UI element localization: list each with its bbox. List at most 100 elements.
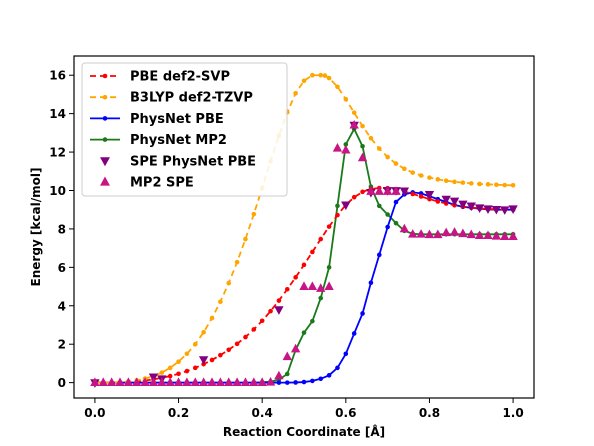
legend-marker: [100, 157, 110, 167]
data-point: [449, 227, 460, 236]
data-point: [293, 380, 298, 385]
y-tick-label: 10: [49, 184, 66, 198]
data-point: [508, 205, 518, 214]
data-point: [441, 227, 451, 237]
data-point: [376, 203, 382, 209]
legend-entry: SPE PhysNet PBE: [100, 154, 256, 169]
data-point: [399, 187, 410, 197]
data-point: [293, 90, 298, 96]
data-point: [424, 229, 435, 239]
data-point: [408, 229, 418, 238]
legend-label: SPE PhysNet PBE: [130, 154, 256, 169]
y-tick-label: 6: [58, 261, 66, 275]
data-point: [307, 281, 318, 290]
data-point: [326, 373, 332, 378]
data-point: [318, 295, 324, 301]
data-point: [466, 229, 476, 239]
data-point: [301, 330, 307, 335]
data-point: [460, 180, 466, 185]
data-point: [351, 110, 357, 115]
data-point: [234, 341, 240, 347]
data-point: [474, 230, 485, 240]
data-point: [366, 186, 376, 195]
data-point: [159, 370, 165, 375]
data-point: [402, 166, 407, 172]
data-point: [360, 189, 365, 195]
data-point: [510, 183, 516, 188]
data-point: [349, 119, 359, 129]
data-point: [443, 178, 449, 183]
data-point: [357, 152, 368, 162]
data-point: [316, 283, 326, 292]
data-point: [385, 224, 390, 230]
data-point: [157, 377, 167, 387]
data-point: [483, 230, 493, 240]
data-point: [393, 199, 399, 205]
x-tick-label: 0.2: [168, 406, 189, 420]
data-point: [376, 146, 382, 151]
data-point: [268, 308, 273, 314]
data-point: [341, 201, 351, 211]
data-point: [343, 142, 349, 147]
data-point: [393, 161, 399, 166]
data-point: [360, 144, 365, 149]
data-point: [299, 281, 309, 290]
data-point: [184, 351, 190, 357]
data-point: [494, 182, 499, 188]
legend-marker: [102, 137, 108, 142]
data-point: [190, 377, 200, 387]
legend-label: PBE def2-SVP: [130, 70, 230, 85]
data-point: [374, 186, 384, 195]
data-point: [360, 123, 365, 129]
x-axis-label: Reaction Coordinate [Å]: [223, 424, 385, 439]
data-point: [140, 377, 150, 387]
data-point: [310, 318, 315, 324]
data-point: [209, 357, 215, 363]
data-point: [192, 341, 198, 347]
data-point: [98, 377, 108, 387]
data-point: [424, 190, 435, 200]
data-point: [182, 377, 192, 387]
data-point: [485, 182, 491, 187]
data-point: [276, 298, 282, 303]
legend-marker: [100, 176, 110, 186]
data-point: [335, 212, 340, 218]
x-tick-label: 0.8: [419, 406, 440, 420]
legend-marker: [102, 73, 108, 79]
data-point: [351, 331, 357, 336]
data-point: [368, 280, 374, 286]
data-point: [251, 211, 257, 217]
legend-label: PhysNet MP2: [130, 133, 227, 148]
data-point: [433, 229, 443, 239]
data-point: [123, 377, 134, 387]
data-point: [234, 259, 240, 265]
data-point: [207, 377, 217, 387]
data-point: [257, 377, 267, 387]
data-point: [201, 329, 206, 335]
y-tick-label: 0: [58, 376, 66, 390]
data-point: [265, 377, 276, 386]
data-point: [198, 377, 209, 387]
data-point: [276, 380, 282, 385]
data-point: [322, 73, 328, 78]
data-point: [351, 194, 357, 200]
ticks-layer: 0.0 0.2 0.4 0.6 0.8 1.0 0 2 4 6 8 10 12 14 16: [49, 69, 523, 420]
data-point: [293, 275, 298, 280]
data-point: [218, 299, 223, 305]
legend-label: MP2 SPE: [130, 176, 194, 191]
legend-entry: MP2 SPE: [100, 176, 194, 191]
data-point: [468, 181, 474, 186]
data-point: [382, 186, 393, 195]
data-point: [282, 351, 292, 361]
data-point: [274, 306, 284, 315]
x-tick-label: 0.6: [335, 406, 356, 420]
data-point: [508, 231, 518, 240]
data-point: [310, 249, 315, 255]
data-point: [218, 352, 223, 358]
data-point: [474, 204, 485, 213]
data-point: [335, 365, 340, 371]
data-point: [284, 286, 290, 292]
data-point: [243, 334, 248, 340]
data-point: [167, 365, 173, 371]
data-point: [301, 379, 307, 385]
